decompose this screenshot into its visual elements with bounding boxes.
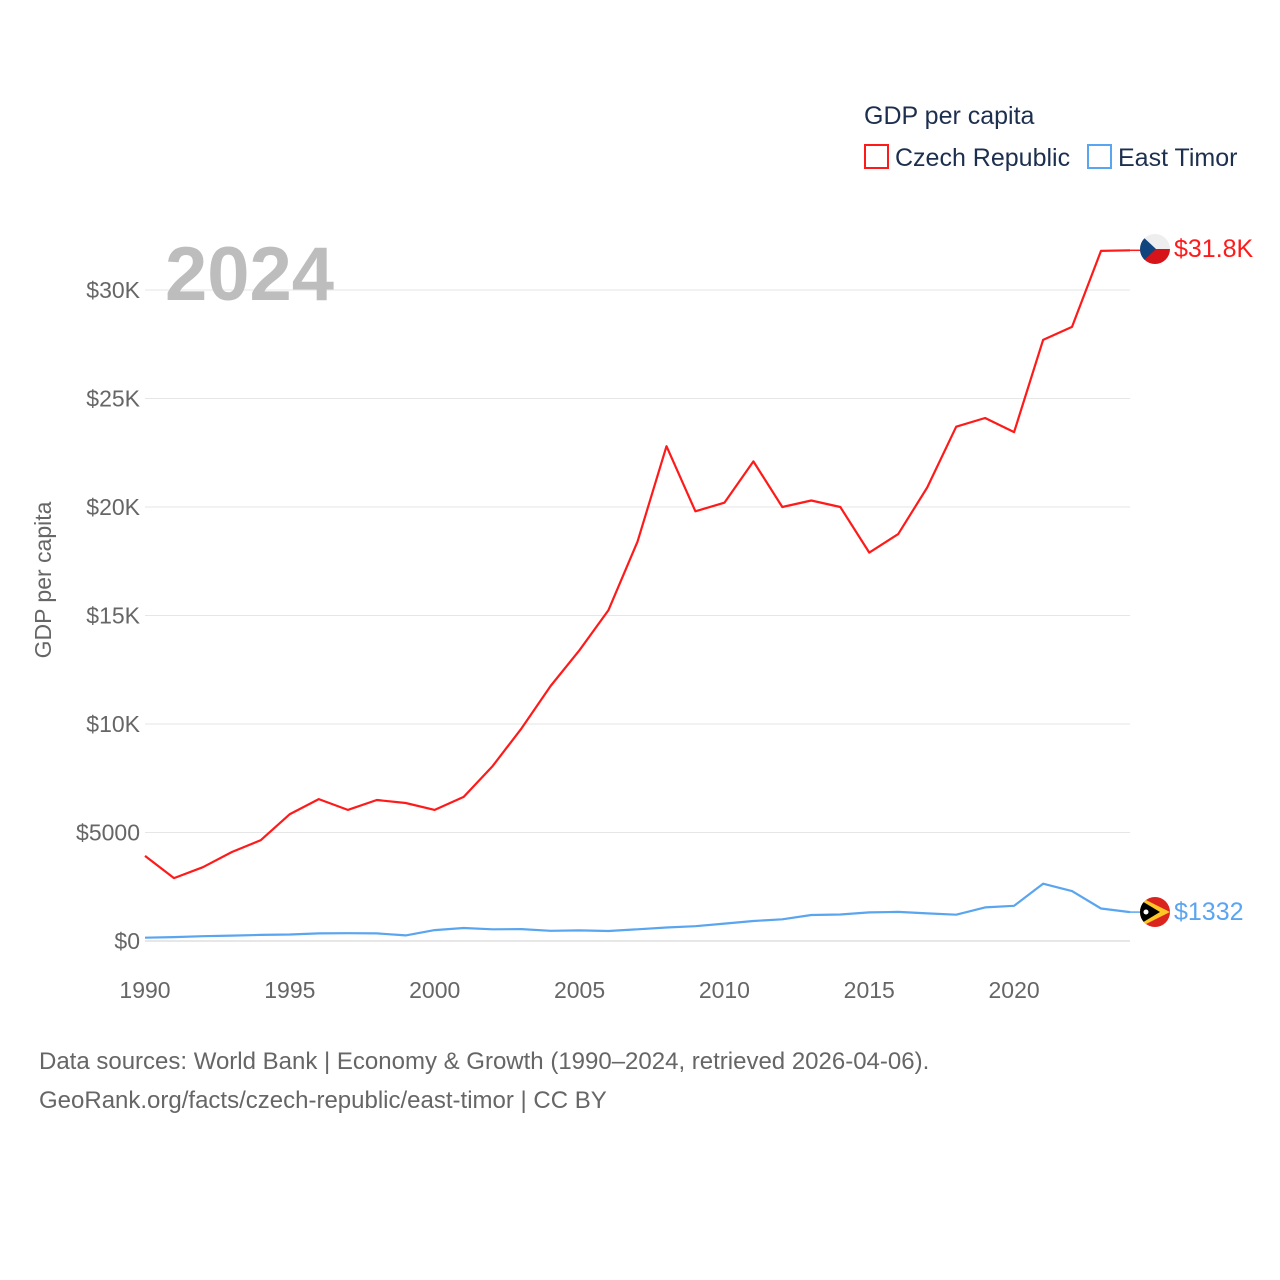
y-tick-label: $10K xyxy=(86,711,140,737)
x-tick-label: 1995 xyxy=(264,977,315,1003)
east-timor-flag-icon xyxy=(1140,897,1170,927)
x-axis: 1990 1995 2000 2005 2010 2015 2020 xyxy=(119,977,1039,1003)
x-tick-label: 1990 xyxy=(119,977,170,1003)
legend-swatch-czech-republic xyxy=(864,144,889,169)
y-tick-label: $30K xyxy=(86,277,140,303)
x-tick-label: 2010 xyxy=(699,977,750,1003)
year-watermark: 2024 xyxy=(165,232,334,317)
series-line-east-timor xyxy=(144,882,1131,939)
y-axis: $0 $5000 $10K $15K $20K $25K $30K xyxy=(76,277,141,954)
legend-title: GDP per capita xyxy=(864,102,1035,130)
legend-label-czech-republic: Czech Republic xyxy=(895,144,1070,172)
legend-swatch-east-timor xyxy=(1087,144,1112,169)
legend-label-east-timor: East Timor xyxy=(1118,144,1237,172)
legend-item-czech-republic[interactable]: Czech Republic xyxy=(864,144,1070,172)
legend: GDP per capita Czech Republic East Timor xyxy=(864,102,1237,172)
end-label-east-timor: $1332 xyxy=(1174,898,1244,926)
y-tick-label: $15K xyxy=(86,603,140,629)
x-tick-label: 2015 xyxy=(844,977,895,1003)
source-line-1: Data sources: World Bank | Economy & Gro… xyxy=(39,1048,929,1075)
legend-item-east-timor[interactable]: East Timor xyxy=(1087,144,1237,172)
x-tick-label: 2020 xyxy=(989,977,1040,1003)
y-tick-label: $5000 xyxy=(76,820,140,846)
series-line-czech-republic xyxy=(144,249,1131,880)
x-tick-label: 2000 xyxy=(409,977,460,1003)
end-label-czech-republic: $31.8K xyxy=(1174,235,1254,263)
czech-flag-icon xyxy=(1140,234,1170,264)
y-tick-label: $20K xyxy=(86,494,140,520)
gridlines xyxy=(145,289,1130,942)
series-lines xyxy=(144,249,1140,939)
y-axis-label: GDP per capita xyxy=(30,501,56,658)
y-tick-label: $25K xyxy=(86,386,140,412)
source-line-2[interactable]: GeoRank.org/facts/czech-republic/east-ti… xyxy=(39,1087,607,1114)
x-tick-label: 2005 xyxy=(554,977,605,1003)
y-tick-label: $0 xyxy=(114,928,140,954)
